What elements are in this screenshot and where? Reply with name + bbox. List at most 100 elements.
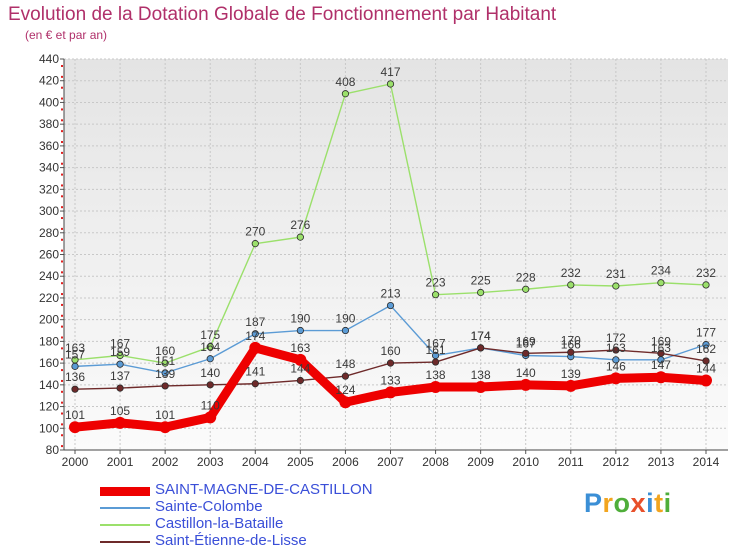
- data-point: [296, 233, 304, 241]
- y-tick-label: 280: [39, 226, 59, 240]
- y-axis-minor-dot: [61, 249, 63, 252]
- data-point: [116, 351, 124, 360]
- data-label: 223: [426, 276, 446, 290]
- x-tick-label: 2002: [152, 455, 179, 469]
- data-label: 270: [245, 225, 265, 239]
- data-point: [654, 371, 667, 384]
- data-label: 172: [606, 331, 626, 345]
- y-axis-minor-dot: [61, 227, 63, 230]
- data-point: [251, 330, 259, 338]
- data-label: 174: [471, 329, 491, 343]
- chart-subtitle: (en € et par an): [25, 28, 108, 42]
- y-axis-minor-dot: [61, 217, 63, 220]
- y-axis-minor-dot: [61, 206, 63, 209]
- data-label: 147: [651, 358, 671, 372]
- y-axis-minor-dot: [61, 119, 63, 122]
- data-point: [612, 356, 620, 364]
- legend-swatch: [100, 487, 150, 496]
- data-label: 137: [110, 369, 130, 383]
- data-point: [341, 372, 350, 380]
- data-label: 163: [606, 341, 626, 355]
- data-label: 151: [155, 354, 175, 368]
- data-label: 190: [290, 312, 310, 326]
- data-point: [386, 301, 395, 310]
- data-point: [700, 374, 712, 387]
- y-tick-label: 340: [39, 161, 59, 175]
- data-label: 159: [110, 345, 130, 359]
- y-axis-minor-dot: [61, 423, 63, 426]
- y-axis-minor-dot: [61, 445, 63, 448]
- y-axis-minor-dot: [61, 108, 63, 111]
- data-label: 417: [380, 65, 400, 79]
- data-point: [294, 353, 307, 366]
- legend-swatch: [100, 507, 150, 509]
- data-point: [116, 384, 124, 392]
- data-label: 138: [471, 368, 491, 382]
- data-point: [204, 411, 217, 424]
- y-axis-minor-dot: [61, 260, 63, 263]
- data-label: 161: [426, 343, 446, 357]
- legend-label: SAINT-MAGNE-DE-CASTILLON: [155, 481, 373, 498]
- data-point: [161, 359, 169, 367]
- y-tick-label: 400: [39, 95, 59, 109]
- data-label: 174: [471, 329, 491, 343]
- data-point: [341, 90, 350, 98]
- data-point: [567, 281, 575, 289]
- y-tick-label: 160: [39, 356, 59, 370]
- y-axis-minor-dot: [61, 369, 63, 372]
- y-tick-label: 240: [39, 269, 59, 283]
- y-tick-label: 120: [39, 400, 59, 414]
- y-axis-minor-dot: [61, 97, 63, 100]
- y-tick-label: 80: [46, 443, 60, 457]
- y-axis-minor-dot: [61, 336, 63, 339]
- data-label: 167: [110, 337, 130, 351]
- data-point: [206, 343, 214, 351]
- y-tick-label: 220: [39, 291, 59, 305]
- data-label: 144: [696, 361, 716, 375]
- data-label: 141: [245, 365, 265, 379]
- data-point: [657, 349, 665, 357]
- data-point: [71, 362, 79, 370]
- y-tick-label: 100: [39, 421, 59, 435]
- y-axis-minor-dot: [61, 173, 63, 176]
- data-label: 169: [651, 334, 671, 348]
- y-tick-label: 200: [39, 313, 59, 327]
- y-tick-label: 440: [39, 52, 59, 66]
- data-label: 148: [335, 357, 355, 371]
- data-point: [477, 344, 485, 352]
- data-point: [386, 359, 395, 367]
- data-point: [159, 421, 172, 434]
- data-point: [564, 379, 577, 392]
- data-label: 231: [606, 267, 626, 281]
- legend-swatch: [100, 524, 150, 526]
- data-label: 139: [561, 367, 581, 381]
- y-axis-minor-dot: [61, 282, 63, 285]
- y-tick-label: 380: [39, 117, 59, 131]
- data-label: 167: [426, 337, 446, 351]
- legend-swatch: [100, 541, 150, 543]
- x-tick-label: 2012: [603, 455, 630, 469]
- data-label: 232: [696, 266, 716, 280]
- y-axis-minor-dot: [61, 358, 63, 361]
- data-point: [251, 240, 259, 248]
- data-label: 133: [380, 373, 400, 387]
- data-label: 140: [200, 366, 220, 380]
- data-label: 144: [290, 361, 310, 375]
- data-label: 101: [65, 408, 85, 422]
- data-point: [702, 341, 710, 349]
- y-axis-minor-dot: [61, 412, 63, 415]
- y-tick-label: 180: [39, 334, 59, 348]
- data-label: 276: [290, 218, 310, 232]
- data-point: [702, 357, 710, 365]
- axes: 80 100 120 140 160 180 200 220 240 260 280 300 320 34…: [39, 52, 728, 469]
- data-point: [386, 80, 395, 88]
- data-point: [612, 282, 620, 290]
- data-point: [567, 348, 575, 356]
- legend-label: Saint-Étienne-de-Lisse: [155, 532, 307, 549]
- data-point: [522, 285, 530, 293]
- y-axis-minor-dot: [61, 293, 63, 296]
- data-labels: 163 167 160 175 270 276 408 417 223 225 228 232 231 2…: [65, 65, 716, 422]
- x-tick-label: 2000: [62, 455, 89, 469]
- data-label: 169: [516, 334, 536, 348]
- x-tick-label: 2008: [422, 455, 449, 469]
